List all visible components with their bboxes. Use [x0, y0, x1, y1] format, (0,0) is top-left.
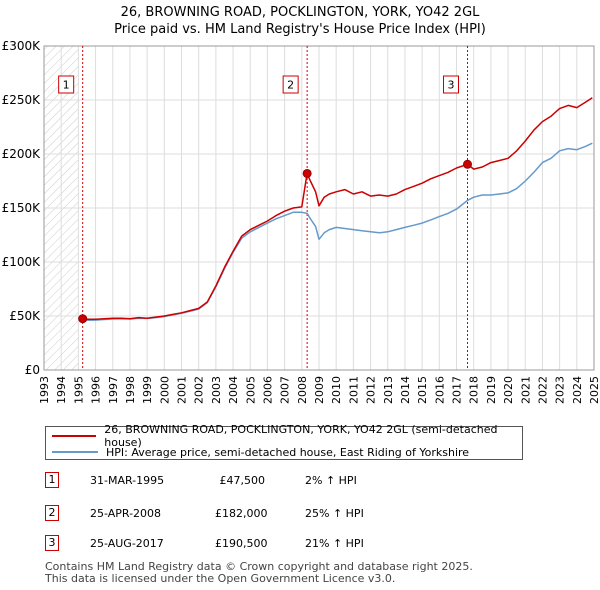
legend-label-property: 26, BROWNING ROAD, POCKLINGTON, YORK, YO… [104, 423, 498, 449]
legend-item-property: 26, BROWNING ROAD, POCKLINGTON, YORK, YO… [52, 423, 522, 449]
annotation-label: 3 [448, 79, 455, 92]
footer-attribution: Contains HM Land Registry data © Crown c… [45, 561, 473, 585]
x-tick-label: 2018 [468, 376, 481, 404]
x-tick-label: 2021 [519, 376, 532, 404]
x-tick-label: 2008 [296, 376, 309, 404]
x-tick-label: 2004 [227, 376, 240, 404]
y-tick-label: £300K [2, 39, 42, 53]
annotation-label: 2 [287, 79, 294, 92]
x-tick-label: 2025 [588, 376, 600, 404]
x-tick-label: 2007 [279, 376, 292, 404]
transaction-row: 1 31-MAR-1995 £47,500 2% ↑ HPI [45, 472, 465, 490]
x-tick-label: 2017 [451, 376, 464, 404]
legend-swatch-property [52, 435, 97, 437]
annotation-label: 1 [63, 79, 70, 92]
x-tick-label: 2024 [571, 376, 584, 404]
x-tick-label: 1995 [72, 376, 85, 404]
transaction-date: 25-APR-2008 [90, 507, 162, 520]
transaction-number-badge: 1 [45, 472, 59, 488]
title-line-1: 26, BROWNING ROAD, POCKLINGTON, YORK, YO… [120, 5, 480, 20]
transaction-price: £190,500 [215, 537, 268, 550]
x-tick-label: 2010 [330, 376, 343, 404]
x-tick-label: 1994 [55, 376, 68, 404]
y-tick-label: £150K [2, 201, 42, 215]
series-line-property [82, 97, 593, 320]
x-tick-label: 2019 [485, 376, 498, 404]
transaction-number-badge: 2 [45, 505, 59, 521]
sale-point-marker [78, 314, 88, 324]
chart-canvas: £0 £50K £100K £150K £200K £250K £300K 1993 1994 1… [2, 39, 600, 404]
transaction-price: £182,000 [215, 507, 268, 520]
legend-label-hpi: HPI: Average price, semi-detached house,… [106, 445, 470, 459]
annotation-box [58, 75, 75, 94]
footer-line-2: This data is licensed under the Open Gov… [45, 572, 396, 585]
transaction-number-badge: 3 [45, 535, 59, 551]
y-tick-label: £0 [25, 363, 40, 377]
x-tick-label: 1997 [107, 376, 120, 404]
legend-item-hpi: HPI: Average price, semi-detached house,… [52, 444, 469, 460]
y-tick-label: £100K [2, 255, 42, 269]
transaction-hpi: 2% ↑ HPI [305, 474, 357, 487]
x-tick-label: 2012 [365, 376, 378, 404]
x-tick-label: 2000 [158, 376, 171, 404]
x-tick-label: 2005 [244, 376, 257, 404]
sale-point-marker [463, 159, 472, 169]
x-tick-label: 2003 [210, 376, 223, 404]
annotation-box [282, 75, 299, 94]
x-tick-label: 2022 [536, 376, 549, 404]
x-tick-label: 2016 [433, 376, 446, 404]
x-tick-label: 2020 [502, 376, 515, 404]
x-tick-label: 2015 [416, 376, 429, 404]
transaction-date: 31-MAR-1995 [90, 474, 165, 487]
legend-swatch-hpi [52, 451, 98, 453]
transaction-price: £47,500 [219, 474, 266, 487]
chart-title: 26, BROWNING ROAD, POCKLINGTON, YORK, YO… [0, 4, 600, 38]
transaction-row: 3 25-AUG-2017 £190,500 21% ↑ HPI [45, 535, 465, 553]
transaction-row: 2 25-APR-2008 £182,000 25% ↑ HPI [45, 505, 465, 523]
y-tick-label: £200K [2, 147, 42, 161]
x-tick-label: 2014 [399, 376, 412, 404]
transaction-date: 25-AUG-2017 [90, 537, 164, 550]
sale-point-marker [302, 168, 312, 178]
x-tick-label: 2006 [261, 376, 274, 404]
x-tick-label: 2023 [554, 376, 567, 404]
x-tick-label: 1999 [141, 376, 154, 404]
x-tick-label: 1998 [124, 376, 137, 404]
plot-frame [43, 45, 595, 371]
y-tick-label: £50K [9, 309, 41, 323]
x-tick-label: 2011 [347, 376, 360, 404]
x-tick-label: 2002 [193, 376, 206, 404]
chart-legend: 26, BROWNING ROAD, POCKLINGTON, YORK, YO… [45, 423, 523, 460]
footer-line-1: Contains HM Land Registry data © Crown c… [45, 560, 473, 573]
x-tick-label: 2001 [176, 376, 189, 404]
title-line-2: Price paid vs. HM Land Registry's House … [114, 22, 486, 37]
y-tick-label: £250K [2, 93, 42, 107]
transaction-hpi: 25% ↑ HPI [305, 507, 364, 520]
annotation-box [443, 75, 459, 94]
x-tick-label: 2013 [382, 376, 395, 404]
transaction-hpi: 21% ↑ HPI [305, 537, 364, 550]
x-tick-label: 2009 [313, 376, 326, 404]
x-tick-label: 1993 [38, 376, 51, 404]
x-tick-label: 1996 [90, 376, 103, 404]
